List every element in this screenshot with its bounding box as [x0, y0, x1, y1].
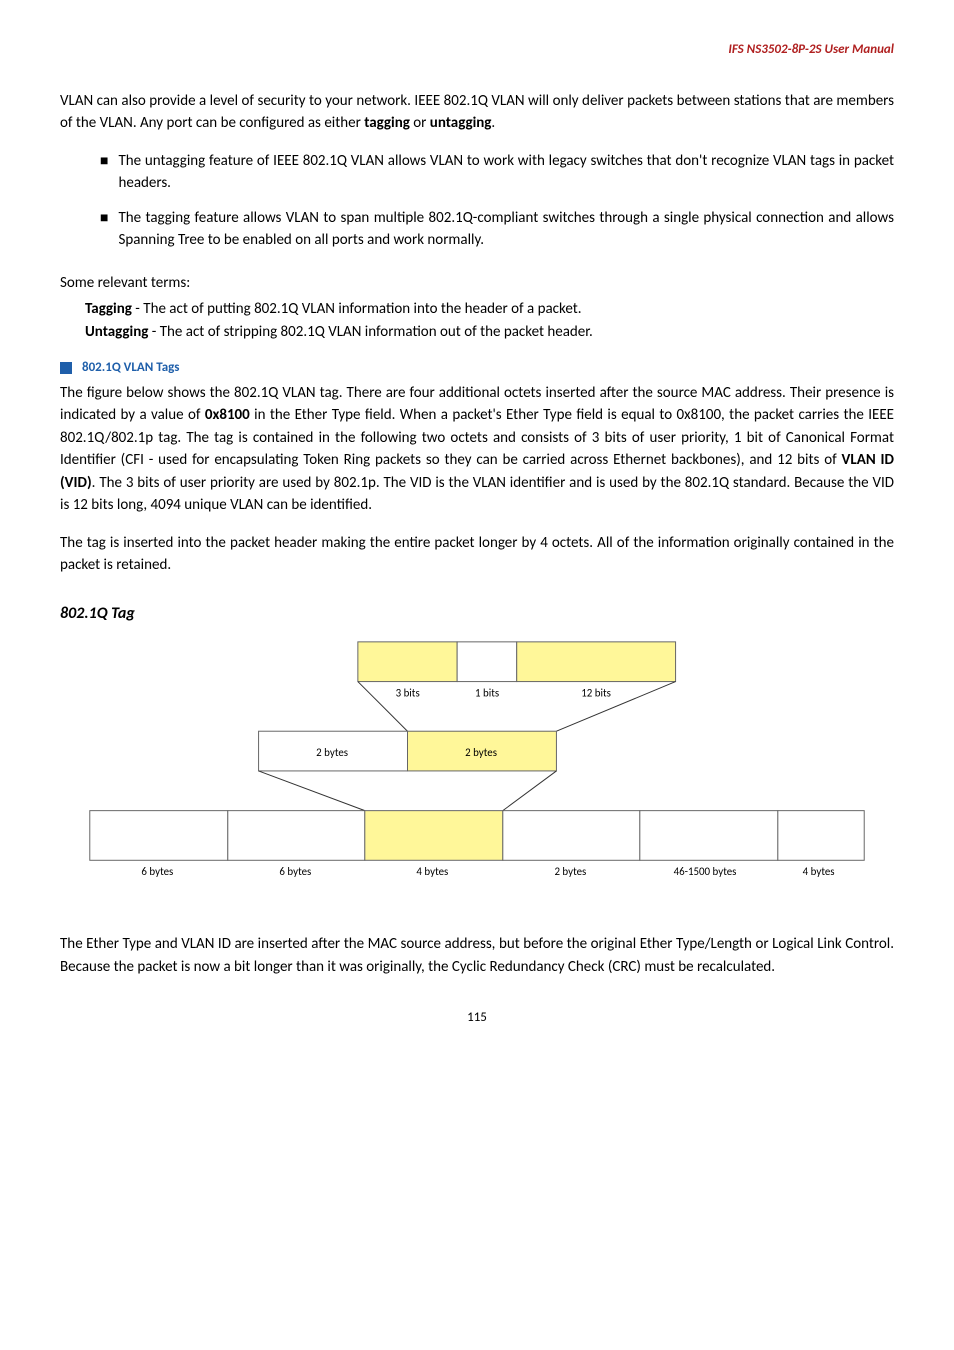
- term-tagging-t: - The act of putting 802.1Q VLAN informa…: [132, 300, 582, 318]
- paragraph-4: The Ether Type and VLAN ID are inserted …: [60, 933, 894, 978]
- terms-intro: Some relevant terms:: [60, 272, 894, 295]
- p1-b1: tagging: [364, 114, 410, 132]
- bullet-square-icon: ■: [100, 207, 108, 252]
- bullet-item: ■ The untagging feature of IEEE 802.1Q V…: [100, 150, 894, 195]
- bot-f: 4 bytes: [803, 865, 835, 878]
- paragraph-3: The tag is inserted into the packet head…: [60, 532, 894, 577]
- term-untagging-b: Untagging: [85, 323, 148, 341]
- diagram-title: 802.1Q Tag: [60, 602, 894, 626]
- bottom-row: 6 bytes 6 bytes 4 bytes 2 bytes 46-1500 …: [90, 810, 864, 878]
- bot-e: 46-1500 bytes: [674, 865, 737, 878]
- p2-c: . The 3 bits of user priority are used b…: [60, 474, 894, 515]
- top-c: 12 bits: [581, 686, 611, 699]
- blue-square-icon: [60, 362, 72, 374]
- p2-b1: 0x8100: [205, 406, 250, 424]
- term-untagging: Untagging - The act of stripping 802.1Q …: [85, 321, 894, 344]
- bot-a: 6 bytes: [141, 865, 173, 878]
- bot-c: 4 bytes: [416, 865, 448, 878]
- bot-d: 2 bytes: [554, 865, 586, 878]
- p1-b2: untagging: [430, 114, 492, 132]
- top-b: 1 bits: [475, 686, 499, 699]
- mid-b: 2 bytes: [465, 746, 497, 759]
- paragraph-2: The figure below shows the 802.1Q VLAN t…: [60, 382, 894, 517]
- page-header: IFS NS3502-8P-2S User Manual: [60, 40, 894, 60]
- term-tagging: Tagging - The act of putting 802.1Q VLAN…: [85, 298, 894, 321]
- subsection-heading: 802.1Q VLAN Tags: [60, 358, 894, 378]
- bullet-list-1: ■ The untagging feature of IEEE 802.1Q V…: [100, 150, 894, 252]
- bullet-square-icon: ■: [100, 150, 108, 195]
- top-row: 3 bits 1 bits 12 bits: [358, 641, 676, 730]
- page-number: 115: [60, 1008, 894, 1028]
- bullet-item: ■ The tagging feature allows VLAN to spa…: [100, 207, 894, 252]
- mid-a: 2 bytes: [316, 746, 348, 759]
- p1-mid: or: [410, 114, 430, 132]
- subsection-title: 802.1Q VLAN Tags: [82, 358, 179, 378]
- term-untagging-t: - The act of stripping 802.1Q VLAN infor…: [148, 323, 592, 341]
- bot-b: 6 bytes: [279, 865, 311, 878]
- vlan-tag-diagram: 3 bits 1 bits 12 bits 2 bytes 2 bytes 6 …: [60, 631, 894, 891]
- bullet-text: The tagging feature allows VLAN to span …: [118, 207, 894, 252]
- term-tagging-b: Tagging: [85, 300, 132, 318]
- bullet-text: The untagging feature of IEEE 802.1Q VLA…: [118, 150, 894, 195]
- p1-post: .: [491, 114, 495, 132]
- paragraph-1: VLAN can also provide a level of securit…: [60, 90, 894, 135]
- mid-row: 2 bytes 2 bytes: [259, 731, 557, 810]
- top-a: 3 bits: [396, 686, 420, 699]
